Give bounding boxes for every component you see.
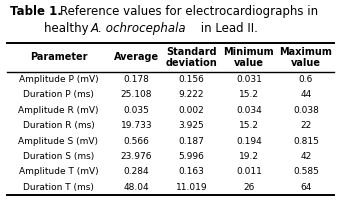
Text: Duration R (ms): Duration R (ms) — [23, 121, 94, 130]
Text: Minimum
value: Minimum value — [224, 47, 274, 68]
Text: 0.566: 0.566 — [123, 137, 149, 146]
Text: 0.011: 0.011 — [236, 167, 262, 176]
Text: Amplitude S (mV): Amplitude S (mV) — [18, 137, 99, 146]
Text: Duration T (ms): Duration T (ms) — [23, 183, 94, 192]
Text: 0.038: 0.038 — [293, 106, 319, 115]
Text: 0.194: 0.194 — [236, 137, 262, 146]
Text: Reference values for electrocardiographs in: Reference values for electrocardiographs… — [60, 5, 318, 18]
Text: 48.04: 48.04 — [124, 183, 149, 192]
Text: 0.002: 0.002 — [179, 106, 205, 115]
Text: A. ochrocephala: A. ochrocephala — [90, 22, 186, 35]
Text: 0.6: 0.6 — [299, 75, 313, 84]
Text: 15.2: 15.2 — [239, 90, 259, 99]
Text: 9.222: 9.222 — [179, 90, 204, 99]
Text: Parameter: Parameter — [30, 53, 87, 62]
Text: Amplitude P (mV): Amplitude P (mV) — [18, 75, 98, 84]
Text: 0.178: 0.178 — [123, 75, 149, 84]
Text: 0.156: 0.156 — [179, 75, 205, 84]
Text: 11.019: 11.019 — [176, 183, 207, 192]
Text: 0.284: 0.284 — [124, 167, 149, 176]
Text: 25.108: 25.108 — [121, 90, 152, 99]
Text: 22: 22 — [300, 121, 311, 130]
Text: Amplitude T (mV): Amplitude T (mV) — [18, 167, 98, 176]
Text: 0.187: 0.187 — [179, 137, 205, 146]
Text: Table 1.: Table 1. — [10, 5, 62, 18]
Text: 3.925: 3.925 — [179, 121, 205, 130]
Text: 0.815: 0.815 — [293, 137, 319, 146]
Text: 0.585: 0.585 — [293, 167, 319, 176]
Text: 42: 42 — [300, 152, 311, 161]
Text: 5.996: 5.996 — [179, 152, 205, 161]
Text: 15.2: 15.2 — [239, 121, 259, 130]
Text: 44: 44 — [300, 90, 311, 99]
Text: 0.034: 0.034 — [236, 106, 262, 115]
Text: Duration S (ms): Duration S (ms) — [23, 152, 94, 161]
Text: 0.031: 0.031 — [236, 75, 262, 84]
Text: 19.2: 19.2 — [239, 152, 259, 161]
Text: 0.163: 0.163 — [179, 167, 205, 176]
Text: Duration P (ms): Duration P (ms) — [23, 90, 94, 99]
Text: healthy: healthy — [44, 22, 93, 35]
Text: Amplitude R (mV): Amplitude R (mV) — [18, 106, 99, 115]
Text: 0.035: 0.035 — [123, 106, 149, 115]
Text: Standard
deviation: Standard deviation — [166, 47, 218, 68]
Text: Maximum
value: Maximum value — [279, 47, 332, 68]
Text: Average: Average — [114, 53, 159, 62]
Text: 64: 64 — [300, 183, 312, 192]
Text: in Lead II.: in Lead II. — [197, 22, 258, 35]
Text: 19.733: 19.733 — [121, 121, 152, 130]
Text: 26: 26 — [243, 183, 255, 192]
Text: 23.976: 23.976 — [121, 152, 152, 161]
